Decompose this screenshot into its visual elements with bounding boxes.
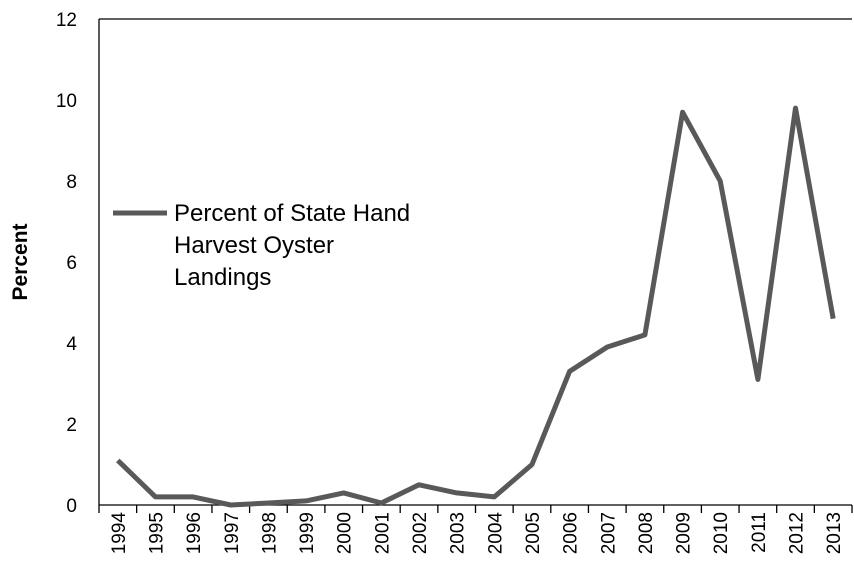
y-tick-label: 6 [66, 253, 77, 274]
axes [98, 18, 852, 506]
x-tick-label: 2007 [598, 512, 619, 554]
y-tick-label: 0 [66, 496, 77, 517]
x-tick-label: 2003 [448, 512, 469, 554]
x-tick-label: 2009 [674, 512, 695, 554]
y-axis-tick-labels: 0 2 4 6 8 10 12 [56, 10, 78, 517]
x-tick-label: 2012 [787, 512, 808, 554]
series-line [116, 105, 836, 508]
y-tick-label: 4 [66, 334, 77, 355]
x-tick-label: 2005 [523, 512, 544, 554]
x-tick-label: 2008 [636, 512, 657, 554]
x-tick-label: 2002 [410, 512, 431, 554]
x-axis-ticks [98, 505, 853, 513]
x-tick-label: 1998 [259, 512, 280, 554]
series-lines [116, 105, 836, 508]
legend-label: Harvest Oyster [174, 232, 334, 259]
y-tick-label: 12 [56, 10, 77, 31]
x-tick-label: 2011 [749, 512, 770, 553]
x-tick-label: 2004 [485, 512, 506, 555]
x-tick-label: 2013 [824, 512, 845, 554]
y-tick-label: 2 [66, 415, 77, 436]
y-tick-label: 8 [66, 172, 77, 193]
x-tick-label: 2000 [335, 512, 356, 554]
x-tick-label: 1995 [146, 512, 167, 554]
x-tick-label: 1994 [109, 512, 130, 555]
x-tick-label: 1996 [184, 512, 205, 554]
x-tick-label: 2001 [372, 512, 393, 554]
x-tick-label: 2006 [561, 512, 582, 554]
x-tick-label: 1997 [222, 512, 243, 554]
y-tick-label: 10 [56, 91, 77, 112]
x-tick-label: 1999 [297, 512, 318, 554]
y-axis-title: Percent [9, 223, 32, 300]
x-axis-tick-labels: 1994 1995 1996 1997 1998 1999 2000 2001 2002 2003… [109, 512, 845, 555]
legend-label: Landings [174, 264, 271, 291]
legend: Percent of State Hand Harvest Oyster Landi… [113, 200, 410, 291]
legend-label: Percent of State Hand [174, 200, 410, 227]
x-tick-label: 2010 [711, 512, 732, 554]
